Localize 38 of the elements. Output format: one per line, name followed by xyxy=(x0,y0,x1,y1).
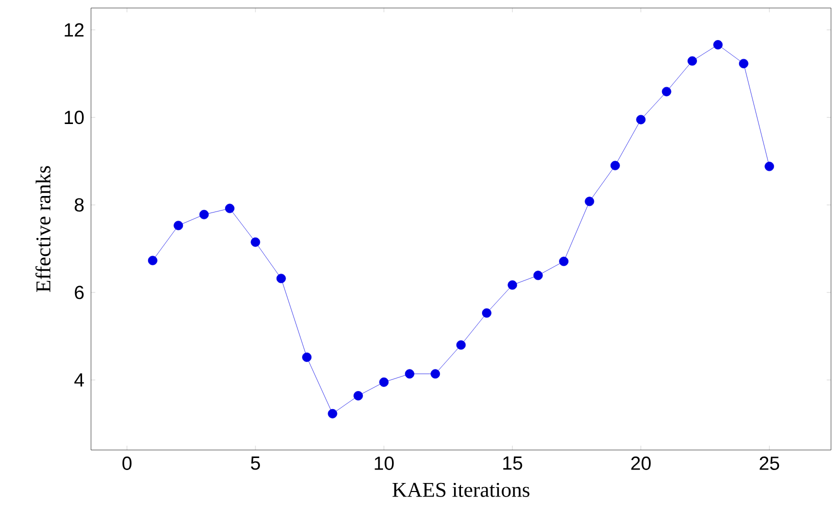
y-tick-label: 8 xyxy=(74,198,84,212)
x-tick-label: 5 xyxy=(250,456,260,470)
point xyxy=(636,114,646,124)
point xyxy=(199,210,209,220)
point xyxy=(404,369,414,379)
point xyxy=(764,162,774,172)
point xyxy=(584,196,594,206)
point xyxy=(148,256,158,266)
y-tick-label: 4 xyxy=(74,373,84,387)
point xyxy=(688,56,697,66)
point xyxy=(610,160,620,170)
point xyxy=(250,237,260,247)
point xyxy=(430,369,440,379)
x-axis-title: KAES iterations xyxy=(392,482,530,497)
x-tick-label: 20 xyxy=(631,456,651,470)
point xyxy=(482,308,492,318)
point xyxy=(328,408,338,418)
point xyxy=(379,377,389,387)
point xyxy=(738,58,748,68)
point xyxy=(225,204,234,214)
y-tick-label: 12 xyxy=(64,23,84,37)
point xyxy=(302,352,312,362)
point xyxy=(456,340,466,350)
x-tick-label: 25 xyxy=(760,456,780,470)
point xyxy=(174,220,184,230)
x-tick-label: 0 xyxy=(122,456,132,470)
point xyxy=(533,270,543,280)
y-tick-label: 6 xyxy=(74,286,84,300)
x-tick-label: 10 xyxy=(374,456,394,470)
point xyxy=(559,256,568,266)
point xyxy=(713,40,723,50)
y-tick-label: 10 xyxy=(64,110,84,124)
point xyxy=(662,86,672,96)
point xyxy=(354,391,363,400)
point xyxy=(276,274,286,284)
y-axis-title: Effective ranks xyxy=(35,166,50,292)
x-tick-label: 15 xyxy=(503,456,522,470)
point xyxy=(508,280,518,290)
